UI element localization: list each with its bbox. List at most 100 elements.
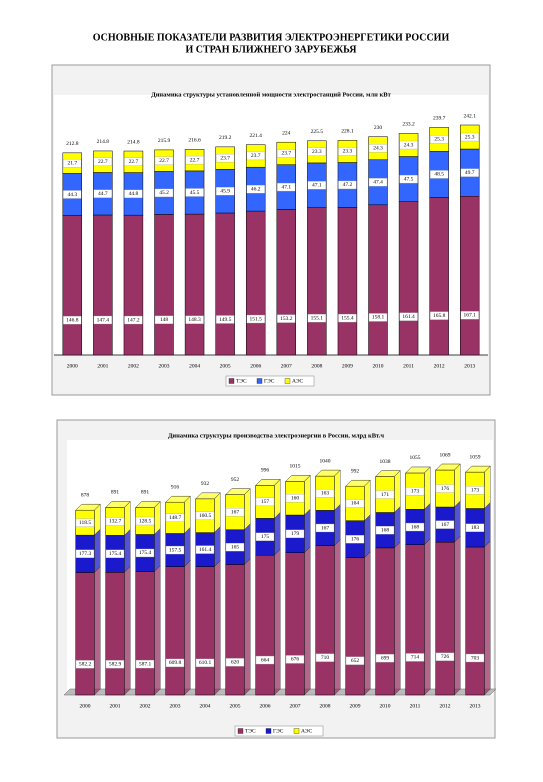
bar-side <box>94 528 101 573</box>
bar-side <box>154 564 161 696</box>
value-label-box <box>124 157 143 166</box>
value-label-box <box>225 508 245 517</box>
bar-segment <box>62 215 83 356</box>
value-label-box <box>285 494 305 503</box>
bar-segment <box>195 566 215 696</box>
value-label-box <box>375 526 395 535</box>
value-label-box <box>105 549 125 559</box>
chart-title: Динамика структуры производства электроэ… <box>168 432 384 439</box>
value-label: 664 <box>261 657 270 663</box>
value-label-box <box>465 653 485 663</box>
value-label-box <box>154 156 174 165</box>
value-label-box <box>285 655 305 664</box>
value-label: 176 <box>441 486 450 492</box>
bar-segment <box>184 213 205 356</box>
value-label-box <box>135 516 155 526</box>
value-label-box <box>307 147 327 156</box>
x-tick-label: 2008 <box>320 703 331 709</box>
value-label: 161.4 <box>199 547 212 553</box>
value-label: 175.4 <box>109 551 122 557</box>
bar-side <box>304 546 311 696</box>
x-tick-label: 2010 <box>373 363 384 369</box>
value-label: 148.3 <box>188 317 201 323</box>
total-label: 1059 <box>470 454 481 460</box>
value-label-box <box>246 184 265 194</box>
value-label: 153.2 <box>280 316 293 322</box>
value-label: 676 <box>291 657 300 663</box>
bar-segment <box>405 544 425 696</box>
bar-segment <box>165 566 185 696</box>
bar-segment <box>154 214 174 356</box>
total-label: 1038 <box>380 459 391 465</box>
value-label-box <box>93 157 113 166</box>
value-label-box <box>315 489 335 498</box>
value-label: 147.2 <box>127 317 140 323</box>
value-label-box <box>124 189 143 199</box>
total-label: 225.5 <box>311 129 324 135</box>
value-label-box <box>63 315 82 325</box>
value-label: 155.1 <box>311 315 324 321</box>
legend-swatch <box>284 378 291 384</box>
x-tick-label: 2013 <box>464 363 475 369</box>
value-label-box <box>405 653 425 662</box>
total-label: 233.2 <box>402 122 415 128</box>
bar-side <box>364 514 371 559</box>
page-title: И СТРАН БЛИЖНЕГО ЗАРУБЕЖЬЯ <box>186 44 358 55</box>
bar-segment <box>245 210 266 356</box>
x-tick-label: 2013 <box>470 703 481 709</box>
value-label: 25.3 <box>465 134 475 140</box>
value-label-box <box>246 151 265 161</box>
bar-top <box>315 469 341 477</box>
value-label-box <box>338 147 357 156</box>
legend-label: АЭС <box>301 728 312 734</box>
value-label-box <box>195 511 215 520</box>
value-label: 44.8 <box>129 191 139 197</box>
bar-side <box>184 527 191 568</box>
bar-side <box>274 511 281 556</box>
x-tick-label: 2012 <box>434 363 445 369</box>
value-label-box <box>195 545 215 554</box>
value-label: 22.7 <box>190 157 200 163</box>
value-label-box <box>135 659 155 669</box>
bar-segment <box>75 572 95 696</box>
plot-area <box>54 95 488 355</box>
bar-top <box>135 501 161 508</box>
value-label: 21.7 <box>67 160 77 166</box>
value-label-box <box>345 535 365 544</box>
value-label: 22.7 <box>98 159 108 165</box>
total-label: 952 <box>231 477 240 483</box>
value-label: 25.3 <box>434 137 444 143</box>
bar-side <box>394 506 401 549</box>
value-label-box <box>215 315 235 324</box>
value-label-box <box>307 181 327 190</box>
bar-segment <box>307 207 327 356</box>
value-label-box <box>215 153 235 163</box>
value-label: 168 <box>381 527 390 533</box>
total-label: 992 <box>351 468 360 474</box>
x-tick-label: 2007 <box>290 703 301 709</box>
value-label-box <box>124 315 143 325</box>
x-tick-label: 2004 <box>189 363 200 369</box>
value-label-box <box>75 549 95 558</box>
bar-side <box>424 502 431 546</box>
value-label: 44.3 <box>67 192 77 198</box>
value-label-box <box>368 144 388 153</box>
bar-segment <box>459 196 480 356</box>
legend-swatch <box>228 378 235 384</box>
value-label-box <box>338 313 357 323</box>
bar-side <box>334 503 341 547</box>
value-label: 157 <box>261 499 270 505</box>
x-tick-label: 2006 <box>250 363 261 369</box>
value-label-box <box>405 522 425 532</box>
value-label-box <box>285 529 305 539</box>
bar-segment <box>345 557 365 696</box>
bar-segment <box>93 214 113 356</box>
value-label: 46.2 <box>251 186 261 192</box>
value-label: 161.4 <box>402 314 415 320</box>
x-tick-label: 2012 <box>440 703 451 709</box>
total-label: 996 <box>261 468 270 474</box>
value-label-box <box>165 545 185 555</box>
value-label-box <box>368 178 388 187</box>
value-label-box <box>315 653 335 662</box>
value-label-box <box>368 313 388 322</box>
